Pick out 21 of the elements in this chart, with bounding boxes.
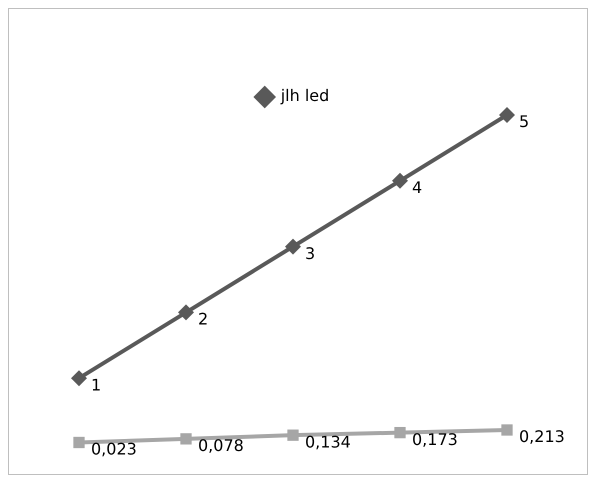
data-label: 0,173 bbox=[412, 430, 458, 449]
point bbox=[287, 430, 299, 441]
data-label: 5 bbox=[519, 112, 530, 132]
point bbox=[394, 426, 406, 438]
data-label: 0,134 bbox=[305, 432, 351, 452]
data-label: 2 bbox=[198, 310, 208, 329]
point bbox=[178, 304, 194, 320]
point bbox=[501, 424, 513, 436]
point bbox=[285, 238, 301, 255]
point bbox=[499, 107, 515, 123]
point bbox=[392, 172, 408, 189]
data-label: 3 bbox=[305, 244, 316, 263]
point bbox=[73, 436, 85, 448]
data-label: 0,213 bbox=[519, 427, 565, 446]
data-label: 1 bbox=[91, 375, 102, 394]
point bbox=[180, 433, 192, 445]
legend-label: jlh led bbox=[280, 86, 330, 106]
data-label: 4 bbox=[412, 178, 422, 197]
data-label: 0,078 bbox=[198, 436, 244, 456]
point bbox=[71, 370, 87, 386]
data-label: 0,023 bbox=[91, 440, 137, 459]
